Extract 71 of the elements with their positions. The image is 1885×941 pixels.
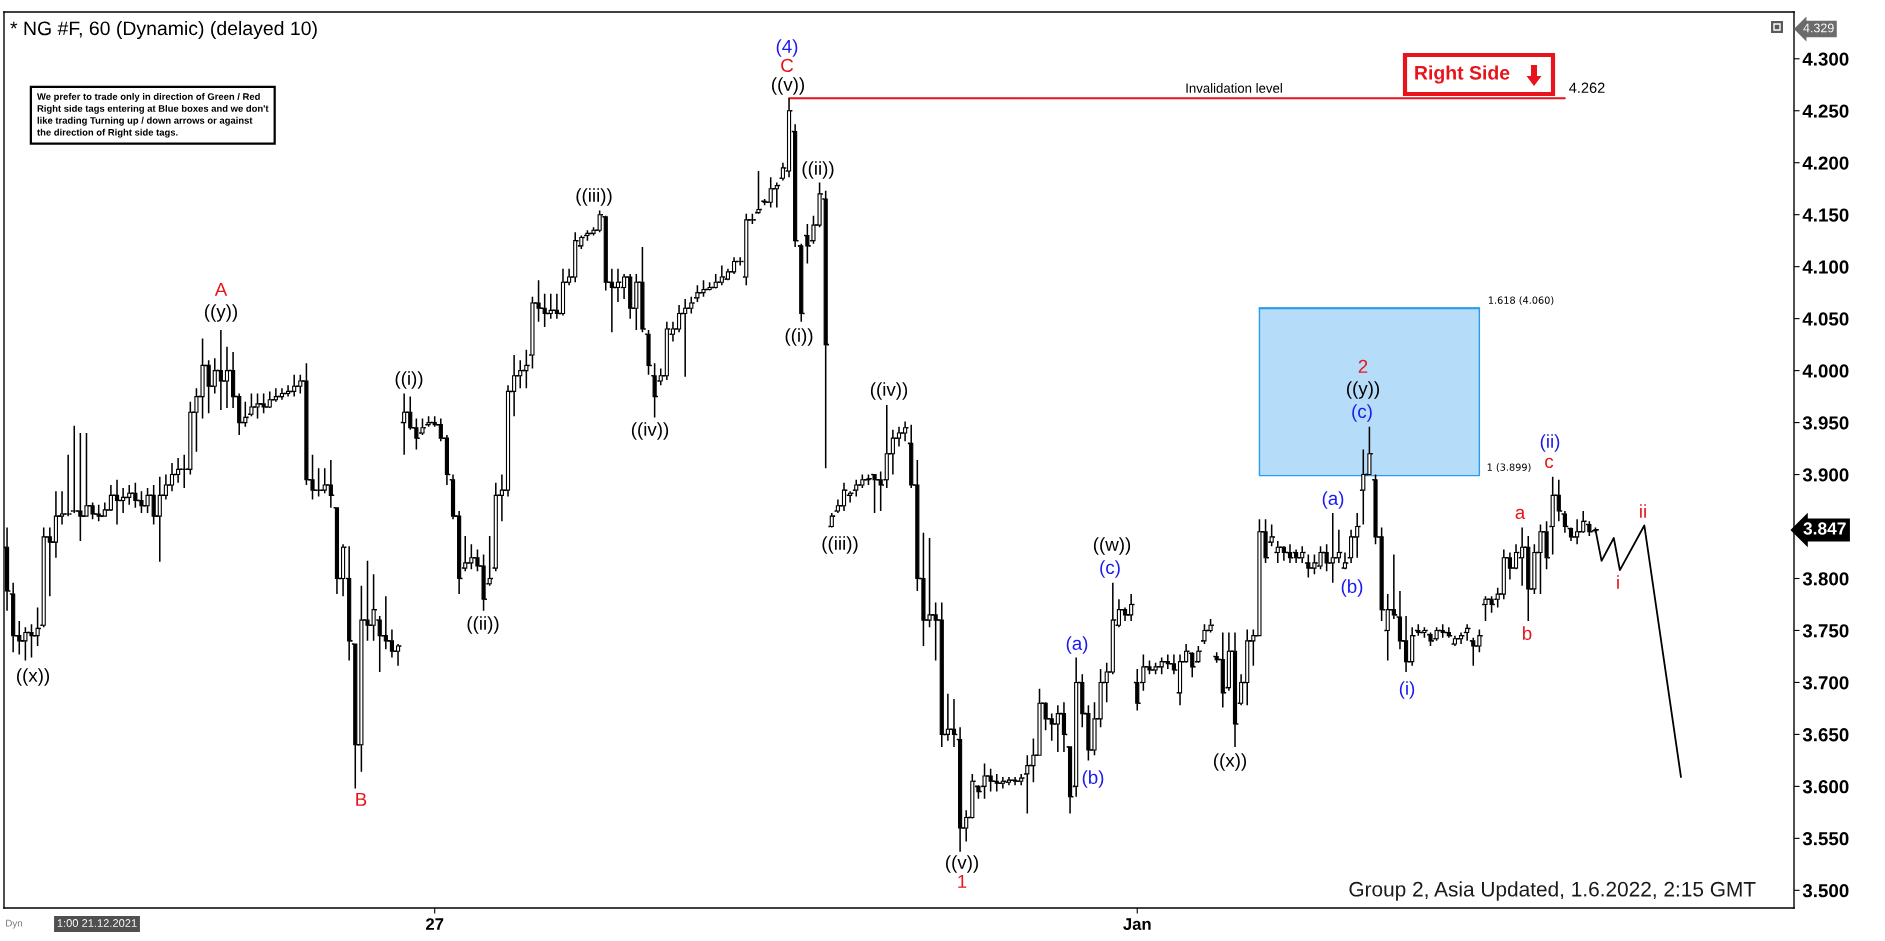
candlestick xyxy=(1465,623,1470,642)
annotation: c xyxy=(1545,457,1554,469)
y-tick-label: 3.650 xyxy=(1802,728,1849,742)
annotation: ii xyxy=(1640,504,1646,518)
candlestick xyxy=(799,243,804,323)
x-tick-label: Jan xyxy=(1123,918,1151,930)
annotation: i xyxy=(1617,575,1619,589)
candlestick xyxy=(793,123,798,248)
annotation: ((iii)) xyxy=(576,188,612,206)
text: 4.329 xyxy=(1803,23,1834,33)
y-tick-label: 4.300 xyxy=(1802,52,1849,66)
text: 3.847 xyxy=(1803,522,1846,535)
text: 1:00 21.12.2021 xyxy=(57,919,137,927)
annotation: ((x)) xyxy=(1213,753,1247,771)
annotation: 2 xyxy=(1358,359,1368,373)
annotation: Right Side xyxy=(1415,65,1510,84)
annotation: (ii) xyxy=(1540,434,1560,452)
y-tick-label: 4.250 xyxy=(1802,104,1849,118)
annotation: (b) xyxy=(1341,579,1363,597)
y-tick-label: 3.950 xyxy=(1802,416,1849,430)
annotation: (4) xyxy=(776,39,798,57)
annotation: (c) xyxy=(1100,560,1120,578)
annotation: ((y)) xyxy=(204,304,238,322)
candlestick xyxy=(1196,645,1201,663)
annotation: ((i)) xyxy=(785,328,813,346)
annotation: ((i)) xyxy=(395,371,423,389)
y-tick-label: 3.600 xyxy=(1802,780,1849,794)
x-tick-label: 27 xyxy=(426,918,444,930)
y-tick-label: 4.050 xyxy=(1802,312,1849,326)
candlestick xyxy=(646,329,651,376)
annotation: 4.262 xyxy=(1569,82,1605,93)
annotation: ((ii)) xyxy=(467,616,499,634)
y-tick-label: 4.200 xyxy=(1802,156,1849,170)
annotation: (a) xyxy=(1066,636,1088,654)
annotation: ((y)) xyxy=(1346,381,1380,399)
annotation: 1 xyxy=(958,874,967,888)
chart-title: * NG #F, 60 (Dynamic) (delayed 10) xyxy=(10,20,317,40)
annotation: a xyxy=(1515,508,1526,520)
annotation: ((x)) xyxy=(16,668,50,686)
y-tick-label: 3.550 xyxy=(1802,832,1849,846)
annotation: ((v)) xyxy=(771,77,805,95)
annotation: ((ii)) xyxy=(802,161,834,179)
annotation: 1.618 (4.060) xyxy=(1488,296,1554,305)
annotation: Invalidation level xyxy=(1186,83,1282,93)
annotation: ((v)) xyxy=(945,855,979,873)
y-tick-label: 3.800 xyxy=(1802,572,1849,586)
y-tick-label: 3.750 xyxy=(1802,624,1849,638)
candlestick xyxy=(1342,551,1348,569)
y-tick-label: 3.500 xyxy=(1802,884,1849,898)
y-tick-label: 4.000 xyxy=(1802,364,1849,378)
y-tick-label: 3.900 xyxy=(1802,468,1849,482)
annotation: We prefer to trade only in direction of Green / Red Right side tags entering at Blue boxes and we don't like trading Turning up / down arrows or against the direction of Right side tags. xyxy=(37,93,269,138)
text: Dyn xyxy=(6,919,23,929)
annotation: B xyxy=(356,792,367,806)
annotation: ((iv)) xyxy=(870,382,908,400)
candlestick xyxy=(829,512,834,528)
y-tick-label: 3.700 xyxy=(1802,676,1849,690)
annotation: 1 (3.899) xyxy=(1487,463,1531,472)
y-tick-label: 4.150 xyxy=(1802,208,1849,222)
annotation: (i) xyxy=(1399,681,1415,699)
annotation: A xyxy=(214,282,228,296)
annotation: Group 2, Asia Updated, 1.6.2022, 2:15 GMT xyxy=(1349,881,1756,901)
annotation: (c) xyxy=(1352,404,1372,422)
annotation: (b) xyxy=(1082,770,1104,788)
annotation: C xyxy=(781,58,794,73)
annotation: b xyxy=(1523,626,1532,641)
y-tick-label: 4.100 xyxy=(1802,260,1849,274)
annotation: ((w)) xyxy=(1093,537,1131,555)
annotation: ((iv)) xyxy=(631,422,669,440)
annotation: ((iii)) xyxy=(822,536,858,554)
annotation: (a) xyxy=(1322,491,1344,509)
